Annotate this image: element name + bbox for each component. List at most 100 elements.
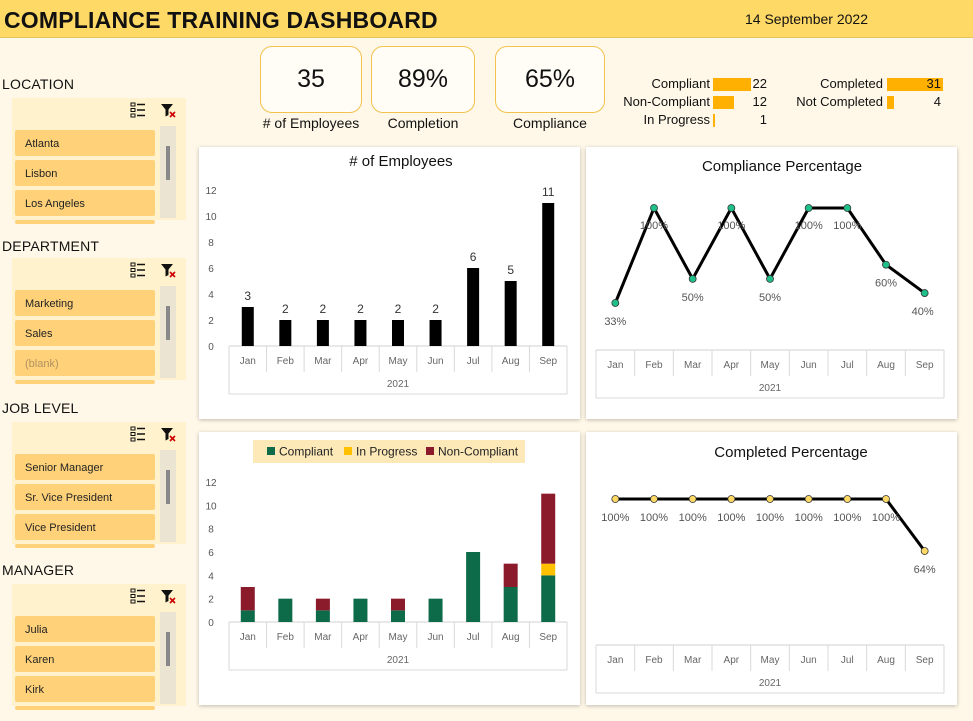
status-label: Non-Compliant [623,94,710,109]
kpi-compliance-label: Compliance [513,115,587,131]
slicer-scrollbar[interactable] [160,612,176,704]
bar [429,320,442,346]
clear-filter-icon[interactable] [160,262,176,278]
slicer-item-partial[interactable] [15,220,155,224]
slicer-scrollbar[interactable] [160,450,176,542]
slicer-scrollbar[interactable] [160,286,176,378]
slicer-box: Atlanta Lisbon Los Angeles [12,98,186,224]
slicer-item[interactable]: Marketing [15,290,155,316]
data-label: 100% [756,512,784,524]
stacked-bar-segment [466,552,481,622]
slicer-item[interactable]: Kirk [15,676,155,702]
data-label: 40% [912,306,934,318]
legend-background [253,440,525,463]
stacked-bar-segment [240,587,255,611]
x-tick-label: Jun [427,632,443,643]
x-group-label: 2021 [759,383,782,394]
legend-swatch [344,447,352,455]
data-label: 2 [432,302,439,316]
kpi-employees-value: 35 [297,65,325,93]
data-point [882,495,890,503]
slicer-item[interactable]: Los Angeles [15,190,155,216]
slicer-item[interactable]: (blank) [15,350,155,376]
legend-label: Compliant [279,445,334,459]
clear-filter-icon[interactable] [160,426,176,442]
data-point [920,547,929,555]
data-point [650,204,658,212]
data-point [766,274,774,283]
scroll-thumb[interactable] [166,146,170,180]
x-tick-label: Feb [645,360,663,371]
x-tick-label: Sep [539,632,557,643]
y-tick-label: 12 [205,186,217,197]
clear-filter-icon[interactable] [160,102,176,118]
status-stacked-bar-chart: Compliant In Progress Non-Compliant 0 2 4 6 8 10… [205,440,568,671]
clear-filter-icon[interactable] [160,588,176,604]
scroll-thumb[interactable] [166,632,170,666]
data-label: 2 [357,302,364,316]
series-line [615,497,926,552]
bar [504,281,517,346]
slicer-item-partial[interactable] [15,544,155,548]
chart-title: # of Employees [349,153,452,170]
scroll-thumb[interactable] [166,470,170,504]
slicer-item[interactable]: Lisbon [15,160,155,186]
data-label: 33% [604,316,626,328]
y-tick-label: 2 [208,595,214,606]
x-tick-label: Jun [427,356,443,367]
slicer-title: MANAGER [2,562,75,578]
slicer-toolbar [116,588,176,606]
multi-select-icon[interactable] [130,102,146,118]
slicer-box: Senior Manager Sr. Vice President Vice Pre… [12,422,186,548]
slicer-item[interactable]: Sr. Vice President [15,484,155,510]
x-tick-label: Jan [607,360,623,371]
bar [316,320,329,346]
bar [279,320,292,346]
slicer-item[interactable]: Sales [15,320,155,346]
x-group-label: 2021 [387,655,410,666]
x-tick-label: Jul [467,632,480,643]
bar [354,320,367,346]
data-point [650,495,658,503]
x-tick-label: Jul [841,655,854,666]
stacked-bar-segment [353,598,368,622]
x-group-label: 2021 [387,379,410,390]
x-tick-label: Apr [353,356,369,367]
kpi-completion-card: 89% [371,46,475,113]
slicer-item[interactable]: Atlanta [15,130,155,156]
slicer-item-partial[interactable] [15,380,155,384]
scroll-thumb[interactable] [166,306,170,340]
slicer-scrollbar[interactable] [160,126,176,218]
multi-select-icon[interactable] [130,426,146,442]
compliance-line-chart: Compliance Percentage Jan Feb Mar Apr May Jun J… [595,158,945,399]
slicer-title: LOCATION [2,76,75,92]
chart-title: Compliance Percentage [702,158,862,175]
report-date: 14 September 2022 [745,11,868,27]
legend-swatch [426,447,434,455]
slicer-item[interactable]: Vice President [15,514,155,540]
data-point [843,495,852,503]
x-tick-label: Jun [801,360,817,371]
data-point [843,204,852,212]
kpi-employees-label: # of Employees [262,115,360,131]
legend-label: Non-Compliant [438,445,519,459]
data-label: 100% [795,220,823,232]
data-label: 100% [833,512,861,524]
x-tick-label: Feb [277,632,295,643]
slicer-item-partial[interactable] [15,706,155,710]
kpi-compliance-value: 65% [524,65,576,93]
bar [467,268,480,346]
slicer-item[interactable]: Karen [15,646,155,672]
x-tick-label: Mar [314,632,332,643]
slicer-item[interactable]: Senior Manager [15,454,155,480]
multi-select-icon[interactable] [130,262,146,278]
slicer-item[interactable]: Julia [15,616,155,642]
legend-label: In Progress [356,445,417,459]
bar [542,203,555,346]
data-label: 100% [717,220,745,232]
data-point [727,495,736,503]
multi-select-icon[interactable] [130,588,146,604]
stacked-bar-segment [278,598,293,622]
data-point [804,204,813,212]
data-label: 100% [795,512,823,524]
